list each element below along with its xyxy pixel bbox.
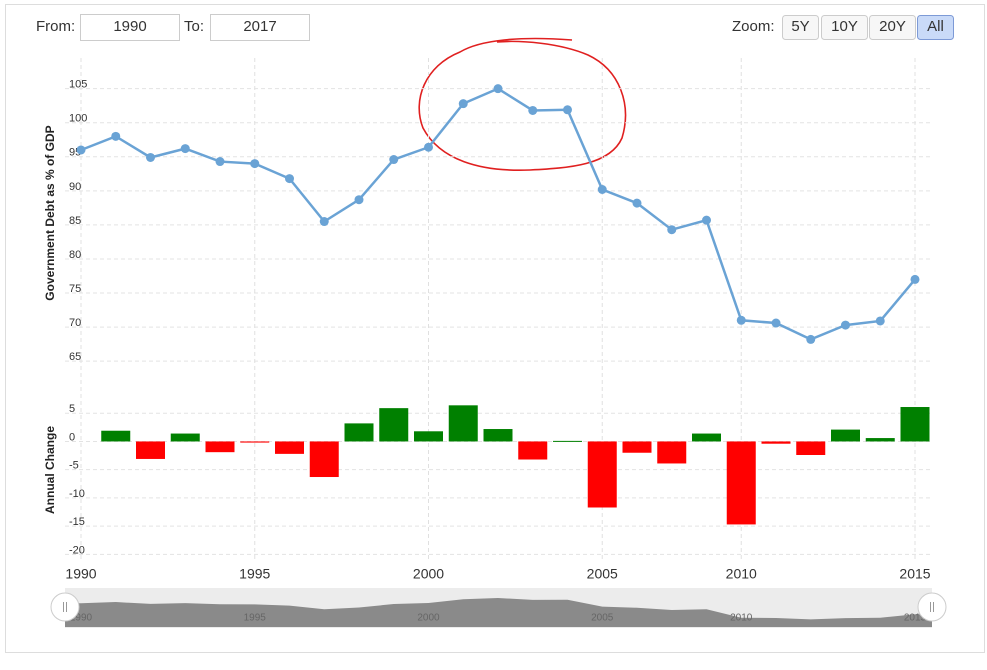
data-point xyxy=(493,84,503,94)
zoom-button[interactable] xyxy=(782,15,819,40)
y-tick-label: 70 xyxy=(69,317,81,329)
change-bar xyxy=(657,441,687,464)
change-bar xyxy=(518,441,548,460)
to-value[interactable]: 2017 xyxy=(243,18,276,35)
data-point xyxy=(806,334,816,344)
data-point xyxy=(563,105,572,115)
change-bar xyxy=(796,441,826,455)
zoom-button[interactable] xyxy=(869,15,916,40)
data-point xyxy=(632,198,642,208)
navigator-label: 2015 xyxy=(904,613,927,624)
change-bar xyxy=(240,441,270,443)
y-tick-label: 90 xyxy=(69,181,81,193)
navigator-label: 2010 xyxy=(730,613,753,624)
zoom-label: Zoom: xyxy=(732,18,775,35)
from-value[interactable]: 1990 xyxy=(113,18,146,35)
hand-drawn-circle xyxy=(418,37,627,172)
y-tick-label: 105 xyxy=(69,79,87,91)
data-point xyxy=(146,152,155,162)
x-tick-label: 1995 xyxy=(239,566,270,582)
data-point xyxy=(528,105,538,115)
y-axis-title: Annual Change xyxy=(43,426,57,514)
y-tick-label: 0 xyxy=(69,431,75,443)
change-bar xyxy=(622,441,652,453)
y-tick-label: 80 xyxy=(69,249,81,261)
data-point xyxy=(424,142,433,152)
data-point xyxy=(667,225,677,235)
data-point xyxy=(111,131,121,141)
navigator-handle[interactable] xyxy=(50,592,80,622)
y-tick-label: 85 xyxy=(69,215,81,227)
to-input[interactable] xyxy=(210,14,310,41)
y-tick-label: 100 xyxy=(69,113,87,125)
zoom-button-label[interactable]: All xyxy=(927,18,944,35)
change-bar xyxy=(344,423,374,442)
change-bar xyxy=(831,429,860,442)
data-point xyxy=(76,145,86,155)
change-bar xyxy=(761,441,791,444)
from-label: From: xyxy=(36,18,75,35)
y-tick-label: -20 xyxy=(69,544,85,556)
navigator-handle[interactable] xyxy=(917,592,947,622)
data-point xyxy=(736,315,746,325)
x-tick-label: 2000 xyxy=(413,566,444,582)
zoom-button[interactable] xyxy=(917,15,954,40)
change-bar xyxy=(587,441,617,508)
y-axis-title: Government Debt as % of GDP xyxy=(43,125,57,300)
zoom-button[interactable] xyxy=(821,15,868,40)
to-label: To: xyxy=(184,18,204,35)
data-point xyxy=(458,99,468,109)
x-tick-label: 2015 xyxy=(899,566,930,582)
change-bar xyxy=(553,440,582,442)
data-point xyxy=(841,320,850,330)
x-tick-label: 2005 xyxy=(587,566,618,582)
change-bar xyxy=(865,438,895,442)
change-bar xyxy=(205,441,235,453)
navigator-label: 1995 xyxy=(244,613,267,624)
data-point xyxy=(597,184,607,194)
data-point xyxy=(319,217,329,227)
navigator-label: 2005 xyxy=(591,613,614,624)
zoom-button-label[interactable]: 5Y xyxy=(791,18,809,35)
data-point xyxy=(875,316,885,326)
change-bar xyxy=(309,441,339,478)
change-bar xyxy=(101,430,131,442)
data-point xyxy=(389,155,399,165)
y-tick-label: 75 xyxy=(69,283,81,295)
data-point xyxy=(215,157,225,167)
navigator-label: 2000 xyxy=(417,613,440,624)
change-bar xyxy=(136,441,165,459)
change-bar xyxy=(170,433,200,442)
frame xyxy=(5,4,985,653)
data-point xyxy=(180,144,190,154)
y-tick-label: -5 xyxy=(69,460,79,472)
x-tick-label: 2010 xyxy=(726,566,757,582)
zoom-button-label[interactable]: 20Y xyxy=(879,18,906,35)
change-bar xyxy=(414,431,443,442)
from-input[interactable] xyxy=(80,14,180,41)
y-tick-label: -15 xyxy=(69,516,85,528)
change-bar xyxy=(379,408,409,442)
data-point xyxy=(702,215,711,225)
navigator-area xyxy=(65,598,932,627)
change-bar xyxy=(483,429,513,442)
data-point xyxy=(285,174,294,184)
data-point xyxy=(771,318,781,328)
zoom-button-label[interactable]: 10Y xyxy=(831,18,858,35)
x-tick-label: 1990 xyxy=(65,566,96,582)
navigator-label: 1990 xyxy=(70,613,93,624)
change-bar xyxy=(900,407,930,442)
change-bar xyxy=(726,441,756,525)
change-bar xyxy=(692,433,721,442)
change-bar xyxy=(448,405,478,442)
data-point xyxy=(354,195,364,205)
y-tick-label: 65 xyxy=(69,351,81,363)
y-tick-label: -10 xyxy=(69,488,85,500)
data-point xyxy=(910,274,920,284)
change-bar xyxy=(275,441,304,454)
y-tick-label: 5 xyxy=(69,403,75,415)
data-point xyxy=(250,159,260,169)
